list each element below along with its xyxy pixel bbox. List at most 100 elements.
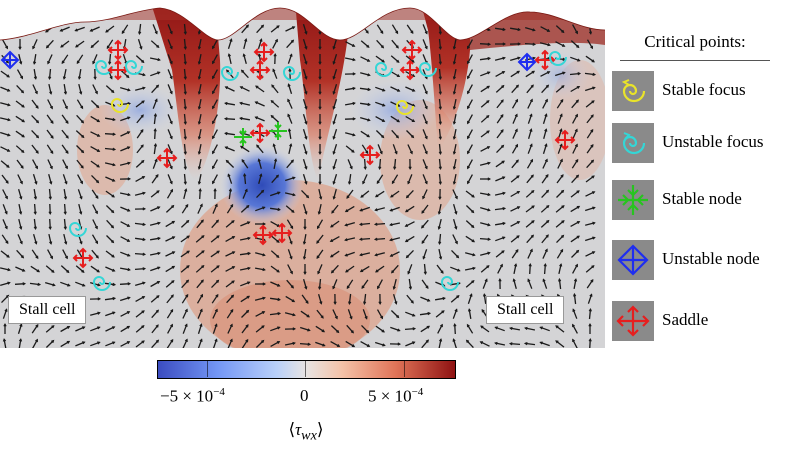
flow-arrow-head — [344, 253, 348, 257]
flow-arrow — [31, 324, 39, 334]
flow-arrow — [584, 72, 596, 76]
flow-arrow-head — [318, 151, 322, 156]
flow-arrow-head — [531, 220, 535, 224]
flow-arrow — [376, 24, 384, 34]
flow-arrow-head — [453, 322, 457, 327]
flow-arrow-head — [407, 271, 411, 275]
flow-arrow — [542, 249, 548, 259]
flow-arrow-head — [170, 188, 174, 193]
flow-arrow-head — [424, 166, 428, 170]
flow-arrow — [224, 118, 236, 120]
flow-arrow — [167, 99, 173, 109]
flow-arrow — [479, 192, 491, 196]
flow-arrow — [422, 84, 428, 94]
flow-arrow — [120, 146, 130, 152]
flow-arrow — [16, 249, 24, 259]
flow-arrow-head — [318, 61, 322, 66]
flow-arrow-head — [331, 210, 335, 214]
flow-arrow — [45, 281, 55, 287]
flow-arrow-head — [67, 283, 71, 287]
flow-arrow — [375, 252, 385, 256]
flow-arrow — [78, 203, 82, 215]
flow-arrow-head — [395, 30, 399, 35]
flow-arrow-head — [126, 131, 131, 135]
flow-arrow-head — [183, 76, 187, 81]
flow-arrow — [270, 250, 280, 258]
flow-arrow — [495, 176, 505, 182]
flow-arrow-head — [197, 91, 201, 95]
flow-arrow — [211, 294, 219, 304]
flow-arrow — [75, 265, 85, 273]
flow-arrow-head — [382, 88, 386, 92]
flow-arrow-head — [424, 181, 428, 185]
flow-arrow-head — [48, 76, 52, 81]
flow-arrow-head — [452, 61, 456, 65]
flow-arrow — [255, 101, 265, 107]
flow-arrow-head — [199, 203, 203, 207]
ufocus-point — [94, 60, 113, 75]
flow-arrow — [467, 54, 473, 64]
flow-arrow — [151, 309, 159, 319]
flow-arrow-head — [35, 165, 38, 170]
flow-arrow-head — [169, 91, 173, 95]
flow-arrow-head — [516, 206, 521, 210]
flow-arrow — [197, 204, 203, 214]
flow-arrow-head — [214, 338, 218, 342]
flow-arrow-head — [4, 31, 8, 35]
flow-arrow-head — [366, 58, 371, 62]
flow-arrow — [225, 236, 235, 242]
flow-arrow — [243, 173, 247, 185]
flow-arrow-head — [351, 29, 355, 34]
flow-arrow-head — [592, 206, 596, 210]
flow-arrow — [269, 312, 281, 316]
flow-arrow — [285, 26, 295, 32]
flow-arrow-head — [183, 91, 187, 96]
flow-arrow-head — [245, 338, 249, 343]
flow-arrow-head — [529, 113, 533, 117]
flow-arrow — [464, 267, 476, 271]
flow-arrow-head — [169, 76, 173, 80]
flow-arrow-head — [381, 329, 385, 333]
flow-arrow — [346, 324, 354, 334]
flow-arrow-head — [50, 255, 53, 260]
flow-arrow — [540, 26, 550, 32]
flow-arrow-head — [169, 181, 173, 185]
flow-arrow-head — [112, 163, 116, 167]
flow-arrow — [362, 309, 368, 319]
flow-arrow — [183, 53, 187, 65]
flow-arrow-head — [359, 208, 363, 212]
flow-arrow — [183, 83, 187, 95]
flow-arrow — [197, 309, 203, 319]
flow-arrow — [302, 69, 308, 79]
ufocus-point — [92, 276, 111, 291]
flow-arrow-head — [223, 117, 228, 121]
flow-arrow-head — [559, 158, 563, 163]
flow-arrow-head — [574, 143, 578, 148]
flow-arrow-head — [93, 76, 97, 81]
flow-arrow-head — [502, 42, 507, 46]
flow-arrow-head — [344, 223, 348, 227]
flow-arrow-head — [438, 46, 442, 51]
flow-arrow-head — [292, 176, 296, 180]
flow-arrow — [105, 25, 115, 33]
flow-arrow — [465, 190, 475, 198]
flow-arrow-head — [153, 142, 158, 147]
flow-arrow — [183, 113, 187, 125]
flow-arrow-head — [363, 166, 367, 171]
flow-arrow-head — [530, 84, 534, 88]
flow-arrow-head — [197, 136, 201, 140]
flow-arrow-head — [426, 325, 431, 329]
flow-arrow-head — [591, 100, 595, 104]
flow-arrow-head — [246, 295, 251, 299]
flow-arrow-head — [197, 181, 201, 185]
flow-arrow — [495, 71, 505, 77]
flow-arrow — [390, 115, 400, 123]
flow-arrow — [496, 114, 504, 124]
flow-arrow — [419, 312, 431, 316]
flow-arrow-head — [289, 143, 293, 147]
flow-arrow — [225, 146, 235, 152]
flow-arrow-head — [347, 181, 352, 185]
flow-arrow-head — [457, 268, 461, 272]
flow-arrow — [510, 56, 520, 62]
flow-arrow — [494, 222, 506, 226]
